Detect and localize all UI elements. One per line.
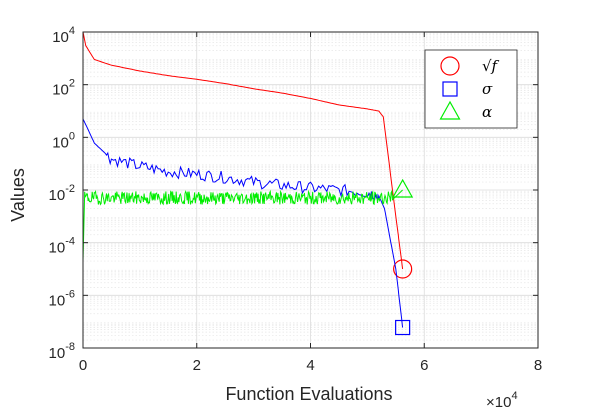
y-tick-label: 10-6 xyxy=(49,288,75,309)
y-tick-base: 10 xyxy=(49,292,66,309)
y-tick-exponent: -6 xyxy=(65,288,75,300)
axes xyxy=(82,31,539,349)
y-tick-exponent: -2 xyxy=(65,183,75,195)
legend-marker-triangle xyxy=(439,100,461,120)
y-tick-label: 10-2 xyxy=(49,183,75,204)
x-multiplier-exponent: 4 xyxy=(511,390,517,402)
legend-marker-square xyxy=(442,81,458,97)
x-tick-label: 6 xyxy=(420,357,428,374)
legend: √f σα xyxy=(424,49,518,129)
y-tick-base: 10 xyxy=(52,134,69,151)
end-marker-square xyxy=(395,319,411,336)
x-multiplier-base: ×10 xyxy=(486,394,511,411)
legend-label: α xyxy=(482,103,492,121)
legend-box xyxy=(424,49,518,129)
y-tick-exponent: 2 xyxy=(69,78,75,90)
x-tick-label: 0 xyxy=(79,357,87,374)
y-axis-label: Values xyxy=(8,168,28,222)
y-tick-base: 10 xyxy=(52,29,69,46)
y-tick-exponent: 4 xyxy=(69,25,75,37)
legend-label: σ xyxy=(482,80,493,98)
series-layer xyxy=(82,31,414,336)
legend-marker-circle xyxy=(440,56,460,76)
series-line-1 xyxy=(82,31,404,270)
series-line-3 xyxy=(82,189,403,262)
x-tick-label: 8 xyxy=(534,357,542,374)
y-tick-base: 10 xyxy=(52,82,69,99)
x-axis-multiplier: ×104 xyxy=(486,390,518,411)
y-tick-base: 10 xyxy=(49,240,66,257)
y-tick-base: 10 xyxy=(49,345,66,362)
y-tick-exponent: -4 xyxy=(65,236,75,248)
series-line-2 xyxy=(82,118,404,328)
y-tick-label: 100 xyxy=(52,130,75,151)
y-tick-label: 104 xyxy=(52,25,75,46)
y-tick-exponent: 0 xyxy=(69,130,75,142)
x-axis-label: Function Evaluations xyxy=(225,384,392,404)
y-tick-base: 10 xyxy=(49,187,66,204)
y-tick-label: 10-4 xyxy=(49,236,75,257)
end-marker-triangle xyxy=(392,178,414,198)
grid-lines xyxy=(82,31,539,349)
y-tick-label: 10-8 xyxy=(49,341,75,362)
legend-label: √f xyxy=(482,57,500,75)
end-marker-circle xyxy=(393,259,413,279)
x-tick-label: 4 xyxy=(306,357,314,374)
y-tick-label: 102 xyxy=(52,78,75,99)
y-tick-exponent: -8 xyxy=(65,341,75,353)
x-tick-label: 2 xyxy=(193,357,201,374)
